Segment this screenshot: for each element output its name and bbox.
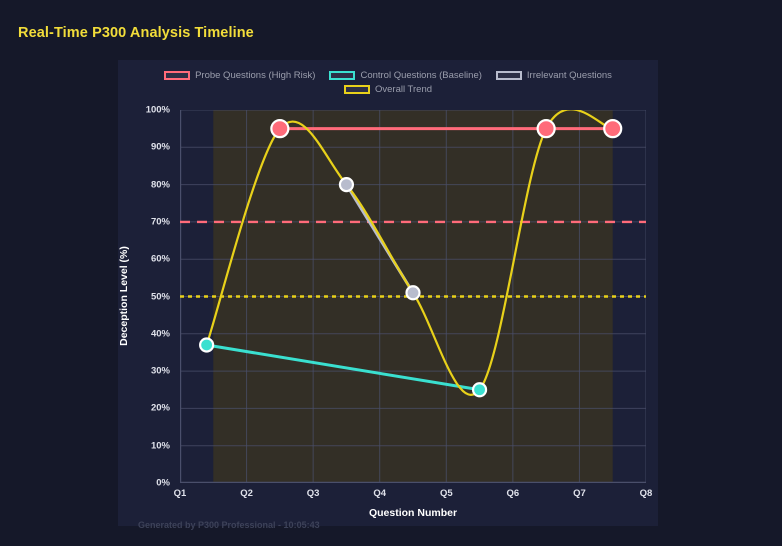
legend-label-probe: Probe Questions (High Risk) [195,70,316,81]
legend-item-irrelevant[interactable]: Irrelevant Questions [495,70,612,81]
x-tick-label: Q1 [173,488,187,499]
data-point-irrelevant[interactable] [338,176,355,193]
data-point-control[interactable] [471,382,488,398]
data-point-probe[interactable] [270,119,290,139]
y-tick-label: 40% [150,328,170,340]
data-point-probe[interactable] [536,119,556,139]
legend-label-irrelevant: Irrelevant Questions [526,70,612,81]
y-tick-label: 70% [150,216,170,228]
data-point-control[interactable] [199,337,215,353]
legend-swatch-trend [343,85,370,94]
x-tick-label: Q4 [373,488,387,499]
x-axis-tick-labels: Q1 Q2 Q3 Q4 Q5 Q6 Q7 Q8 [174,486,653,504]
legend-row-2: Overall Trend [118,84,658,95]
x-tick-label: Q3 [306,488,320,499]
chart-legend: Probe Questions (High Risk) Control Ques… [118,70,658,98]
legend-swatch-probe [164,71,191,80]
y-tick-label: 80% [150,179,170,191]
legend-item-probe[interactable]: Probe Questions (High Risk) [164,70,315,81]
legend-item-trend[interactable]: Overall Trend [343,84,433,95]
legend-row-1: Probe Questions (High Risk) Control Ques… [118,70,658,81]
plot-svg [180,110,646,483]
y-tick-label: 60% [150,253,170,265]
legend-swatch-control [329,71,356,80]
legend-label-control: Control Questions (Baseline) [360,70,482,81]
y-tick-label: 50% [150,291,170,302]
y-tick-label: 10% [150,440,170,452]
y-tick-label: 0% [156,477,170,489]
x-tick-label: Q7 [573,488,586,499]
y-axis-tick-labels: 0% 10% 20% 30% 40% 50% 60% 70% 80% 90% 100% [118,105,176,489]
x-tick-label: Q8 [639,488,653,499]
legend-label-trend: Overall Trend [374,84,433,95]
y-tick-label: 20% [150,402,170,414]
y-tick-label: 30% [150,365,170,377]
data-point-irrelevant[interactable] [405,285,421,301]
page-title: Real-Time P300 Analysis Timeline [18,25,254,41]
x-tick-label: Q5 [439,488,453,499]
y-tick-label: 90% [150,141,170,153]
x-axis-title: Question Number [368,507,458,519]
legend-swatch-irrelevant [495,71,522,80]
footer-caption: Generated by P300 Professional - 10:05:4… [138,520,320,530]
x-tick-label: Q2 [240,488,253,499]
series-line-control [205,343,482,392]
y-tick-label: 100% [145,104,170,116]
x-tick-label: Q6 [506,488,520,499]
legend-item-control[interactable]: Control Questions (Baseline) [329,70,482,81]
data-point-probe[interactable] [603,119,623,139]
chart-panel: Probe Questions (High Risk) Control Ques… [118,60,658,530]
plot-area [180,110,646,483]
